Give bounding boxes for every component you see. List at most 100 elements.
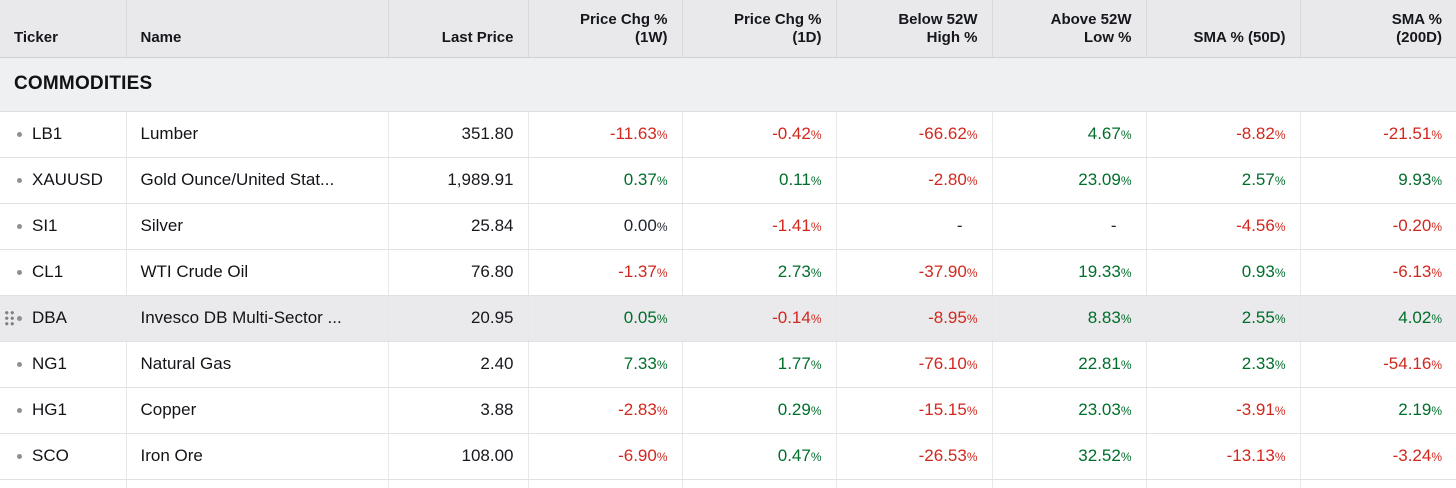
cell-name[interactable]: Silver	[126, 203, 389, 250]
col-header-name[interactable]: Name	[126, 0, 389, 58]
cell-name[interactable]: Natural Gas	[126, 341, 389, 388]
cell-sma-200d[interactable]: 2.19%	[1300, 387, 1456, 434]
cell-name[interactable]: Lumber	[126, 111, 389, 158]
col-header-sma-200d[interactable]: SMA % (200D)	[1300, 0, 1456, 58]
col-header-above-52w-low[interactable]: Above 52W Low %	[992, 0, 1147, 58]
table-row-dba-highlighted[interactable]: DBA Invesco DB Multi-Sector ... 20.95 0.…	[0, 295, 1456, 342]
cell-sma-200d[interactable]: -3.24%	[1300, 433, 1456, 480]
cell-sma-50d[interactable]: -4.56%	[1146, 203, 1301, 250]
cell-price-chg-1d[interactable]: 0.47%	[682, 433, 837, 480]
cell-last-price[interactable]: 108.00	[388, 433, 529, 480]
section-header-commodities: COMMODITIES	[0, 57, 1456, 112]
cell-below-52w-high[interactable]: -37.90%	[836, 249, 993, 296]
cell-price-chg-1d[interactable]: 1.77%	[682, 341, 837, 388]
cell-last-price[interactable]: 25.84	[388, 203, 529, 250]
table-row-sco[interactable]: SCO Iron Ore 108.00 -6.90% 0.47% -26.53%…	[0, 433, 1456, 480]
cell-above-52w-low[interactable]: 32.52%	[992, 433, 1147, 480]
percent-suffix: %	[966, 312, 978, 326]
cell-last-price[interactable]: 76.80	[388, 249, 529, 296]
cell-last-price[interactable]: 20.95	[388, 295, 529, 342]
cell-sma-50d[interactable]: 2.55%	[1146, 295, 1301, 342]
cell-sma-200d[interactable]: -54.16%	[1300, 341, 1456, 388]
drag-handle-icon[interactable]	[4, 310, 15, 326]
cell-below-52w-high[interactable]: -26.53%	[836, 433, 993, 480]
table-row-lb1[interactable]: LB1 Lumber 351.80 -11.63% -0.42% -66.62%…	[0, 111, 1456, 158]
percent-suffix: %	[810, 220, 822, 234]
percent-suffix: %	[810, 266, 822, 280]
cell-price-chg-1w[interactable]: 0.37%	[528, 157, 683, 204]
table-row-hg1[interactable]: HG1 Copper 3.88 -2.83% 0.29% -15.15% 23.…	[0, 387, 1456, 434]
cell-ticker[interactable]: SCO	[0, 433, 127, 480]
cell-below-52w-high[interactable]: -	[836, 203, 993, 250]
cell-price-chg-1w[interactable]: -2.83%	[528, 387, 683, 434]
col-header-last-price[interactable]: Last Price	[388, 0, 529, 58]
cell-price-chg-1w[interactable]: 0.00%	[528, 203, 683, 250]
cell-last-price[interactable]: 1,989.91	[388, 157, 529, 204]
cell-price-chg-1w[interactable]: -11.63%	[528, 111, 683, 158]
cell-sma-50d[interactable]: -13.13%	[1146, 433, 1301, 480]
percent-suffix: %	[1431, 358, 1442, 372]
cell-price-chg-1w[interactable]: -1.37%	[528, 249, 683, 296]
cell-last-price[interactable]: 3.88	[388, 387, 529, 434]
cell-below-52w-high[interactable]: -2.80%	[836, 157, 993, 204]
cell-price-chg-1d[interactable]: -0.42%	[682, 111, 837, 158]
cell-last-price[interactable]: 2.40	[388, 341, 529, 388]
cell-ticker[interactable]: LB1	[0, 111, 127, 158]
cell-ticker[interactable]: NG1	[0, 341, 127, 388]
cell-price-chg-1d[interactable]: 0.29%	[682, 387, 837, 434]
cell-above-52w-low[interactable]: 22.81%	[992, 341, 1147, 388]
col-header-price-chg-1w[interactable]: Price Chg % (1W)	[528, 0, 683, 58]
cell-above-52w-low[interactable]: 23.09%	[992, 157, 1147, 204]
cell-ticker[interactable]: XAUUSD	[0, 157, 127, 204]
cell-above-52w-low[interactable]: -	[992, 203, 1147, 250]
cell-below-52w-high[interactable]: -15.15%	[836, 387, 993, 434]
col-header-below-52w-high[interactable]: Below 52W High %	[836, 0, 993, 58]
cell-below-52w-high[interactable]: -8.95%	[836, 295, 993, 342]
cell-sma-50d[interactable]: -3.91%	[1146, 387, 1301, 434]
cell-price-chg-1w[interactable]: 7.33%	[528, 341, 683, 388]
cell-sma-200d[interactable]: -0.20%	[1300, 203, 1456, 250]
cell-price-chg-1w[interactable]: 0.05%	[528, 295, 683, 342]
cell-sma-50d[interactable]: 0.93%	[1146, 249, 1301, 296]
cell-above-52w-low[interactable]: 23.03%	[992, 387, 1147, 434]
cell-sma-200d[interactable]: -6.13%	[1300, 249, 1456, 296]
cell-ticker[interactable]: DBA	[0, 295, 127, 342]
cell-sma-200d[interactable]: 4.02%	[1300, 295, 1456, 342]
cell-sma-50d[interactable]: -8.82%	[1146, 111, 1301, 158]
percent-suffix: %	[1431, 404, 1442, 418]
col-header-ticker[interactable]: Ticker	[0, 0, 127, 58]
cell-price-chg-1w[interactable]: -6.90%	[528, 433, 683, 480]
cell-ticker[interactable]: HG1	[0, 387, 127, 434]
col-header-sma-50d[interactable]: SMA % (50D)	[1146, 0, 1301, 58]
cell-above-52w-low[interactable]: 8.83%	[992, 295, 1147, 342]
cell-price-chg-1d[interactable]: -1.41%	[682, 203, 837, 250]
cell-price-chg-1d[interactable]: 0.11%	[682, 157, 837, 204]
col-header-price-chg-1d[interactable]: Price Chg % (1D)	[682, 0, 837, 58]
cell-price-chg-1d[interactable]: -0.14%	[682, 295, 837, 342]
percent-suffix: %	[1120, 358, 1132, 372]
cell-below-52w-high[interactable]: -76.10%	[836, 341, 993, 388]
table-row-ng1[interactable]: NG1 Natural Gas 2.40 7.33% 1.77% -76.10%…	[0, 341, 1456, 388]
percent-suffix: %	[656, 220, 668, 234]
cell-sma-50d[interactable]: 2.57%	[1146, 157, 1301, 204]
cell-name[interactable]: Copper	[126, 387, 389, 434]
cell-sma-200d[interactable]: -21.51%	[1300, 111, 1456, 158]
cell-name[interactable]: Iron Ore	[126, 433, 389, 480]
cell-above-52w-low[interactable]: 19.33%	[992, 249, 1147, 296]
cell-sma-50d[interactable]: 2.33%	[1146, 341, 1301, 388]
cell-name[interactable]: WTI Crude Oil	[126, 249, 389, 296]
cell-below-52w-high[interactable]: -66.62%	[836, 111, 993, 158]
table-row-cl1[interactable]: CL1 WTI Crude Oil 76.80 -1.37% 2.73% -37…	[0, 249, 1456, 296]
table-row-xauusd[interactable]: XAUUSD Gold Ounce/United Stat... 1,989.9…	[0, 157, 1456, 204]
cell-sma-200d[interactable]: 9.93%	[1300, 157, 1456, 204]
cell-name[interactable]: Gold Ounce/United Stat...	[126, 157, 389, 204]
section-title: COMMODITIES	[14, 73, 153, 94]
cell-name[interactable]: Invesco DB Multi-Sector ...	[126, 295, 389, 342]
table-row-si1[interactable]: SI1 Silver 25.84 0.00% -1.41% - - -4.56%…	[0, 203, 1456, 250]
cell-above-52w-low[interactable]: 4.67%	[992, 111, 1147, 158]
percent-suffix: %	[1274, 220, 1286, 234]
cell-price-chg-1d[interactable]: 2.73%	[682, 249, 837, 296]
cell-ticker[interactable]: SI1	[0, 203, 127, 250]
cell-last-price[interactable]: 351.80	[388, 111, 529, 158]
cell-ticker[interactable]: CL1	[0, 249, 127, 296]
